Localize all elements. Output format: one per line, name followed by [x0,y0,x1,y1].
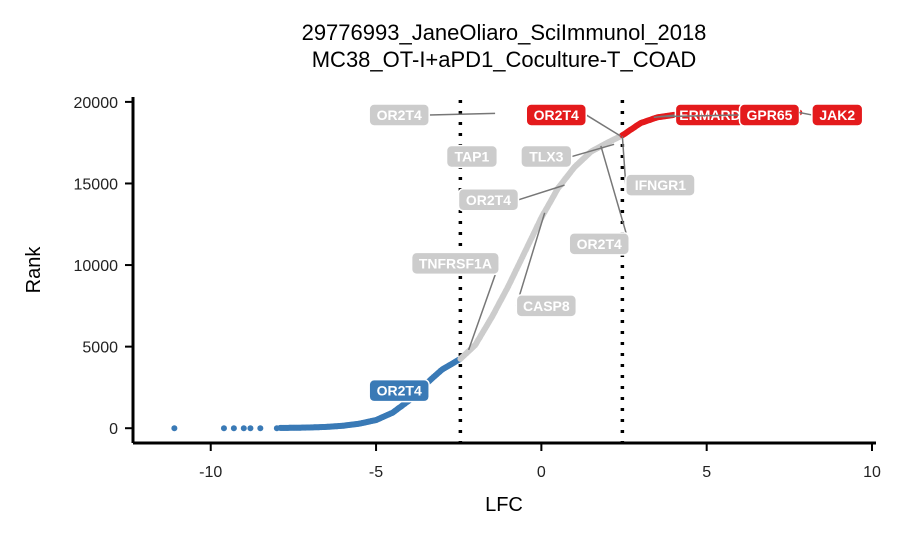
gene-label: GPR65 [747,107,793,123]
y-axis-title: Rank [23,246,45,294]
x-tick-label: 10 [863,464,881,481]
gene-label: TNFRSF1A [419,255,492,271]
gene-label: JAK2 [819,107,855,123]
label-leader-line [518,184,565,201]
gene-label-box [368,103,430,127]
gene-point [273,425,280,432]
gene-label-box [515,294,578,318]
y-tick-label: 15000 [74,176,119,193]
x-axis-title: LFC [485,494,523,516]
gene-point [230,425,237,432]
gene-point [171,425,178,432]
gene-label-box [410,251,500,276]
label-leader-line [621,136,627,186]
gene-label: OR2T4 [466,192,511,208]
gene-label: CASP8 [523,298,570,314]
gene-label-box [445,144,499,169]
y-tick-label: 0 [109,421,118,438]
x-tick-label: 0 [537,464,546,481]
gene-label-box [738,103,801,127]
gene-point [247,425,254,432]
gene-label: TLX3 [529,149,563,165]
x-tick-label: -5 [369,464,383,481]
gene-label-box [811,103,864,127]
axes: -10 -5 0 5 10 0 5000 10000 15000 20000 [74,95,882,481]
label-leader-line [429,112,496,116]
label-leader-line [799,111,813,116]
gene-label: OR2T4 [534,107,579,123]
label-leader-line [515,212,546,307]
label-leader-line [585,114,622,137]
gene-label-box [457,188,520,212]
gene-label: IFNGR1 [635,177,687,193]
gene-point [240,425,247,432]
chart-title: 29776993_JaneOliaro_SciImmunol_2018 [302,20,707,45]
gene-label-box [520,144,573,169]
gene-label: TAP1 [455,149,490,165]
label-leader-line [467,263,500,351]
gene-label-box [525,103,587,127]
gene-point [220,425,227,432]
x-tick-label: 5 [702,464,711,481]
gene-label-box [368,378,430,403]
gene-label: OR2T4 [377,383,422,399]
gene-label-box [568,232,630,256]
gene-label: OR2T4 [377,107,422,123]
label-leader-line [571,143,615,158]
y-tick-label: 5000 [82,340,118,357]
y-tick-label: 10000 [74,258,119,275]
gene-label-box [625,173,696,197]
label-leader-line [600,145,630,245]
gene-point [257,425,264,432]
label-leader-line [660,114,740,118]
y-tick-label: 20000 [74,95,119,112]
gene-label: OR2T4 [577,236,622,252]
x-tick-label: -10 [199,464,222,481]
chart-subtitle: MC38_OT-I+aPD1_Coculture-T_COAD [312,47,697,72]
